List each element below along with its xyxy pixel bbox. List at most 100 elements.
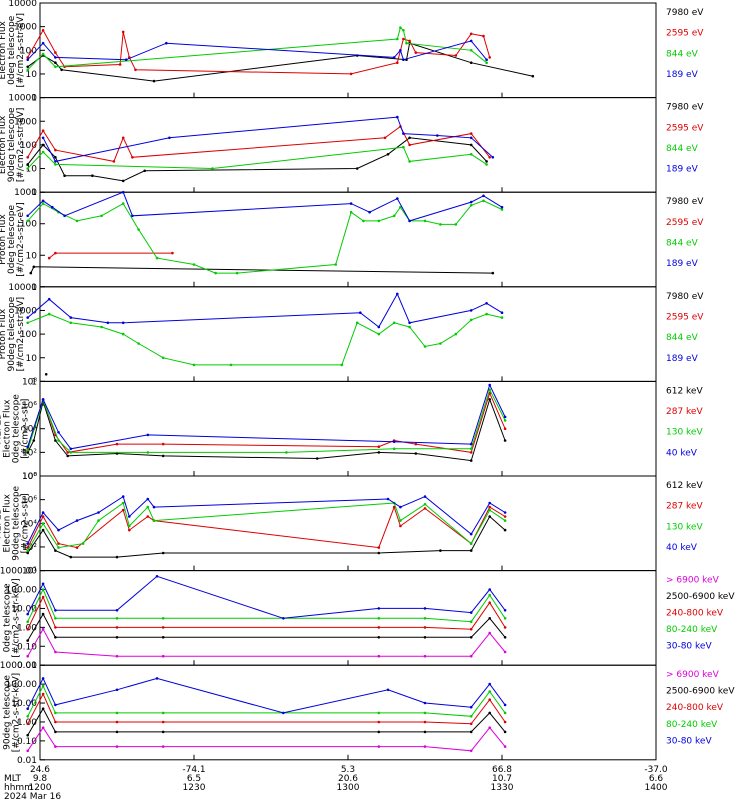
series-3-point [54,617,57,620]
y-axis-label-line: [#/cm2-s-str-eV] [16,13,26,88]
series-2-point [377,626,381,629]
y-axis-label-line: 0deg telescope [7,15,17,85]
series-0-point [377,551,381,555]
y-axis-label-line: [#/cm2-s-str] [21,493,31,553]
y-tick-label: 10000 [8,283,37,293]
series-2-point [423,345,427,348]
series-2-point [54,65,57,69]
series-4-point [423,607,427,610]
y-tick-label: 100.00 [6,586,38,596]
series-1-point [469,132,473,135]
y-tick-label: 10⁴ [22,425,37,435]
series-0-point [54,650,57,654]
series-3-point [485,58,488,61]
series-3-point [377,617,381,620]
series-3-point [161,617,165,620]
series-3-point [146,433,150,437]
y-tick-label: 100 [20,46,37,56]
series-2-line [27,388,506,453]
panel-4: 1 10 100 1000 10000 Proton Flux90deg telescop… [0,283,704,388]
series-3-point [469,532,473,536]
series-2-point [488,508,492,512]
series-1-point [469,730,473,734]
series-2-point [399,205,402,209]
series-0-point [377,451,381,454]
x-tick-label-lat: 24.6 [30,765,50,775]
series-3-point [63,214,66,218]
series-0-point [41,528,45,532]
series-1-point [399,524,402,528]
series-2-point [469,627,473,631]
series-1-point [377,445,381,449]
series-0-point [469,654,473,658]
series-2-point [100,325,103,329]
series-1-point [377,730,381,734]
series-3-point [377,325,381,329]
legend-entry: 189 eV [666,354,699,364]
y-axis-label-line: 0deg telescope [7,205,17,275]
series-2-point [392,214,396,218]
y-axis-label: Proton Flux90deg telescope[#/cm2-s-str-e… [0,296,26,371]
series-2-point [192,263,196,266]
series-3-point [54,56,57,59]
series-0-point [115,555,119,559]
x-tick-label-lat: -37.0 [644,765,668,775]
x-tick-label-lat: 66.8 [492,765,512,775]
legend-entry: 844 eV [666,239,699,249]
series-3-point [423,495,427,498]
x-tick-label-lat: -74.1 [182,765,205,775]
series-3-point [128,515,131,518]
legend-entry: 30-80 keV [666,642,712,652]
series-2-point [488,388,492,392]
series-2-point [396,37,399,41]
series-0-point [54,439,57,442]
y-tick-label: 10 [26,251,38,261]
y-tick-label: 10⁸ [22,377,37,387]
series-3-point [408,219,411,223]
legend-entry: 80-240 keV [666,625,718,635]
series-3-point [41,684,45,688]
series-3-point [57,431,60,434]
series-4-point [41,677,45,680]
y-tick-label: 10⁶ [22,496,37,506]
y-axis-label-line: [#/cm2-s-str-eV] [16,297,26,372]
y-axis-label-line: 0deg telescope [12,394,22,464]
series-3-point [488,383,492,387]
series-4-point [282,711,285,715]
series-1-point [121,508,125,512]
series-2-point [54,626,57,629]
series-1-point [121,30,125,34]
series-0-point [503,528,507,532]
series-3-point [423,711,427,715]
series-3-point [115,711,119,715]
series-2-point [41,522,45,525]
series-1-point [26,546,30,549]
series-2-point [488,601,492,604]
y-tick-label: 10¹ [22,567,37,577]
series-1-point [503,636,507,639]
y-axis-label-line: [#/cm2-s-str-eV] [16,108,26,183]
x-tick-label-mlt: 6.5 [187,774,201,784]
series-3-point [500,205,504,209]
series-0-point [161,745,165,748]
y-tick-label: 1 [31,283,37,293]
panel-3: 1 10 100 1000 Proton Flux0deg telescope[#/cm… [0,188,704,293]
series-1-point [47,256,51,260]
series-4-line [27,677,506,714]
series-0-point [121,179,125,183]
series-2-point [41,202,45,205]
series-4-point [26,612,30,616]
y-axis-label-line: MEPED [0,507,4,539]
series-1-point [54,730,57,734]
series-3-point [423,617,427,620]
series-2-point [469,318,473,322]
series-1-line [27,125,491,162]
series-4-point [469,705,473,709]
series-0-point [315,457,319,460]
series-3-point [161,711,165,715]
series-3-point [503,415,507,419]
series-4-point [26,707,30,710]
series-1-point [488,56,492,59]
series-1-point [66,451,69,454]
y-tick-label: 1000 [14,306,37,316]
